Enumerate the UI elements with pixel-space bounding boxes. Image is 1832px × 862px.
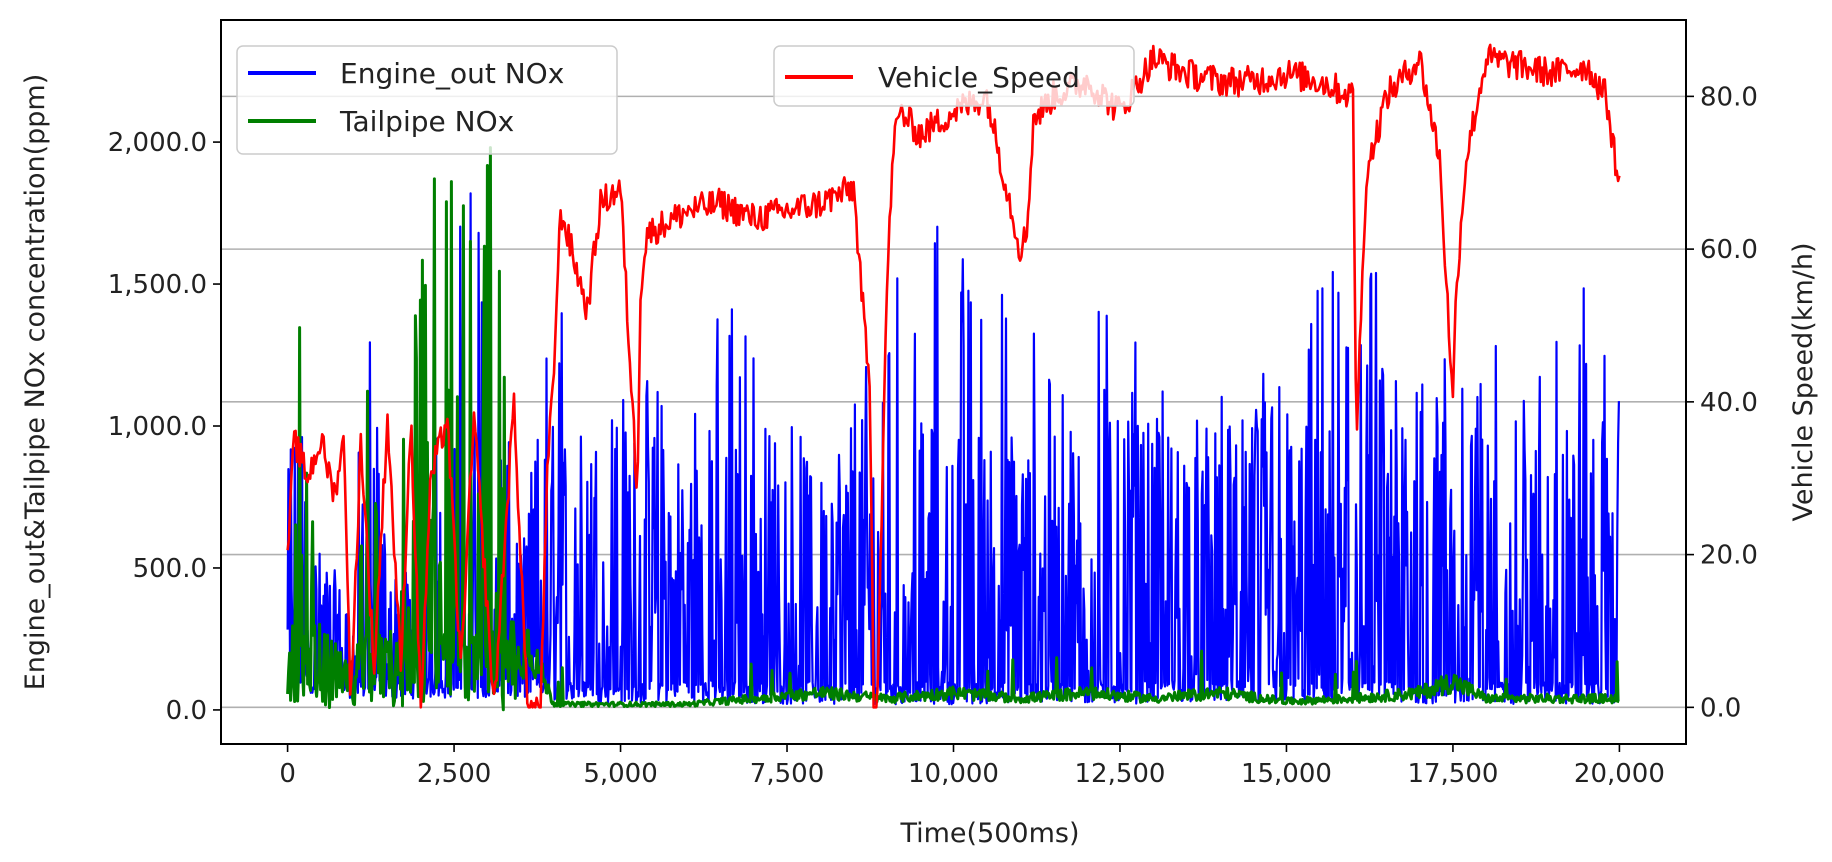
y-right-tick-label: 20.0 [1700,541,1758,571]
y-right-tick-label: 80.0 [1700,82,1758,112]
y-left-tick-label: 1,000.0 [108,412,207,442]
legend-right-box [773,45,1135,107]
legend-engine-out-label: Engine_out NOx [340,57,564,90]
x-axis-title: Time(500ms) [899,818,1079,849]
legend-left: Engine_out NOx Tailpipe NOx [236,45,618,155]
y-left-tick-label: 500.0 [133,554,207,584]
y-right-tick-label: 0.0 [1700,693,1741,723]
x-tick-label: 0 [279,759,296,789]
series-line-vehicle-speed [286,43,1621,709]
x-tick-label: 10,000 [908,759,999,789]
x-tick-label: 17,500 [1407,759,1498,789]
x-tick-label: 15,000 [1241,759,1332,789]
y-axis-right-title: Vehicle Speed(km/h) [1788,243,1819,522]
y-right-tick-label: 40.0 [1700,388,1758,418]
series-layer [286,43,1621,712]
y-left-tick-label: 1,500.0 [108,270,207,300]
x-tick-label: 20,000 [1574,759,1665,789]
y-left-tick-label: 2,000.0 [108,128,207,158]
x-tick-label: 12,500 [1074,759,1165,789]
y-axis-left-title: Engine_out&Tailpipe NOx concentration(pp… [20,74,51,691]
legend-left-box [236,45,618,155]
x-tick-label: 2,500 [417,759,491,789]
x-tick-label: 5,000 [583,759,657,789]
series-line-tailpipe-nox [286,146,1620,712]
legend-vehicle-speed-label: Vehicle_Speed [878,61,1080,94]
y-right-tick-label: 60.0 [1700,235,1758,265]
axis-layer: 0 2,500 5,000 7,500 10,000 12,500 15,000 17,500… [108,82,1758,789]
legend-tailpipe-label: Tailpipe NOx [339,105,514,138]
series-line-engine-out-nox [286,192,1620,706]
legend-right: Vehicle_Speed [773,45,1135,107]
x-tick-label: 7,500 [750,759,824,789]
y-left-tick-label: 0.0 [166,696,207,726]
